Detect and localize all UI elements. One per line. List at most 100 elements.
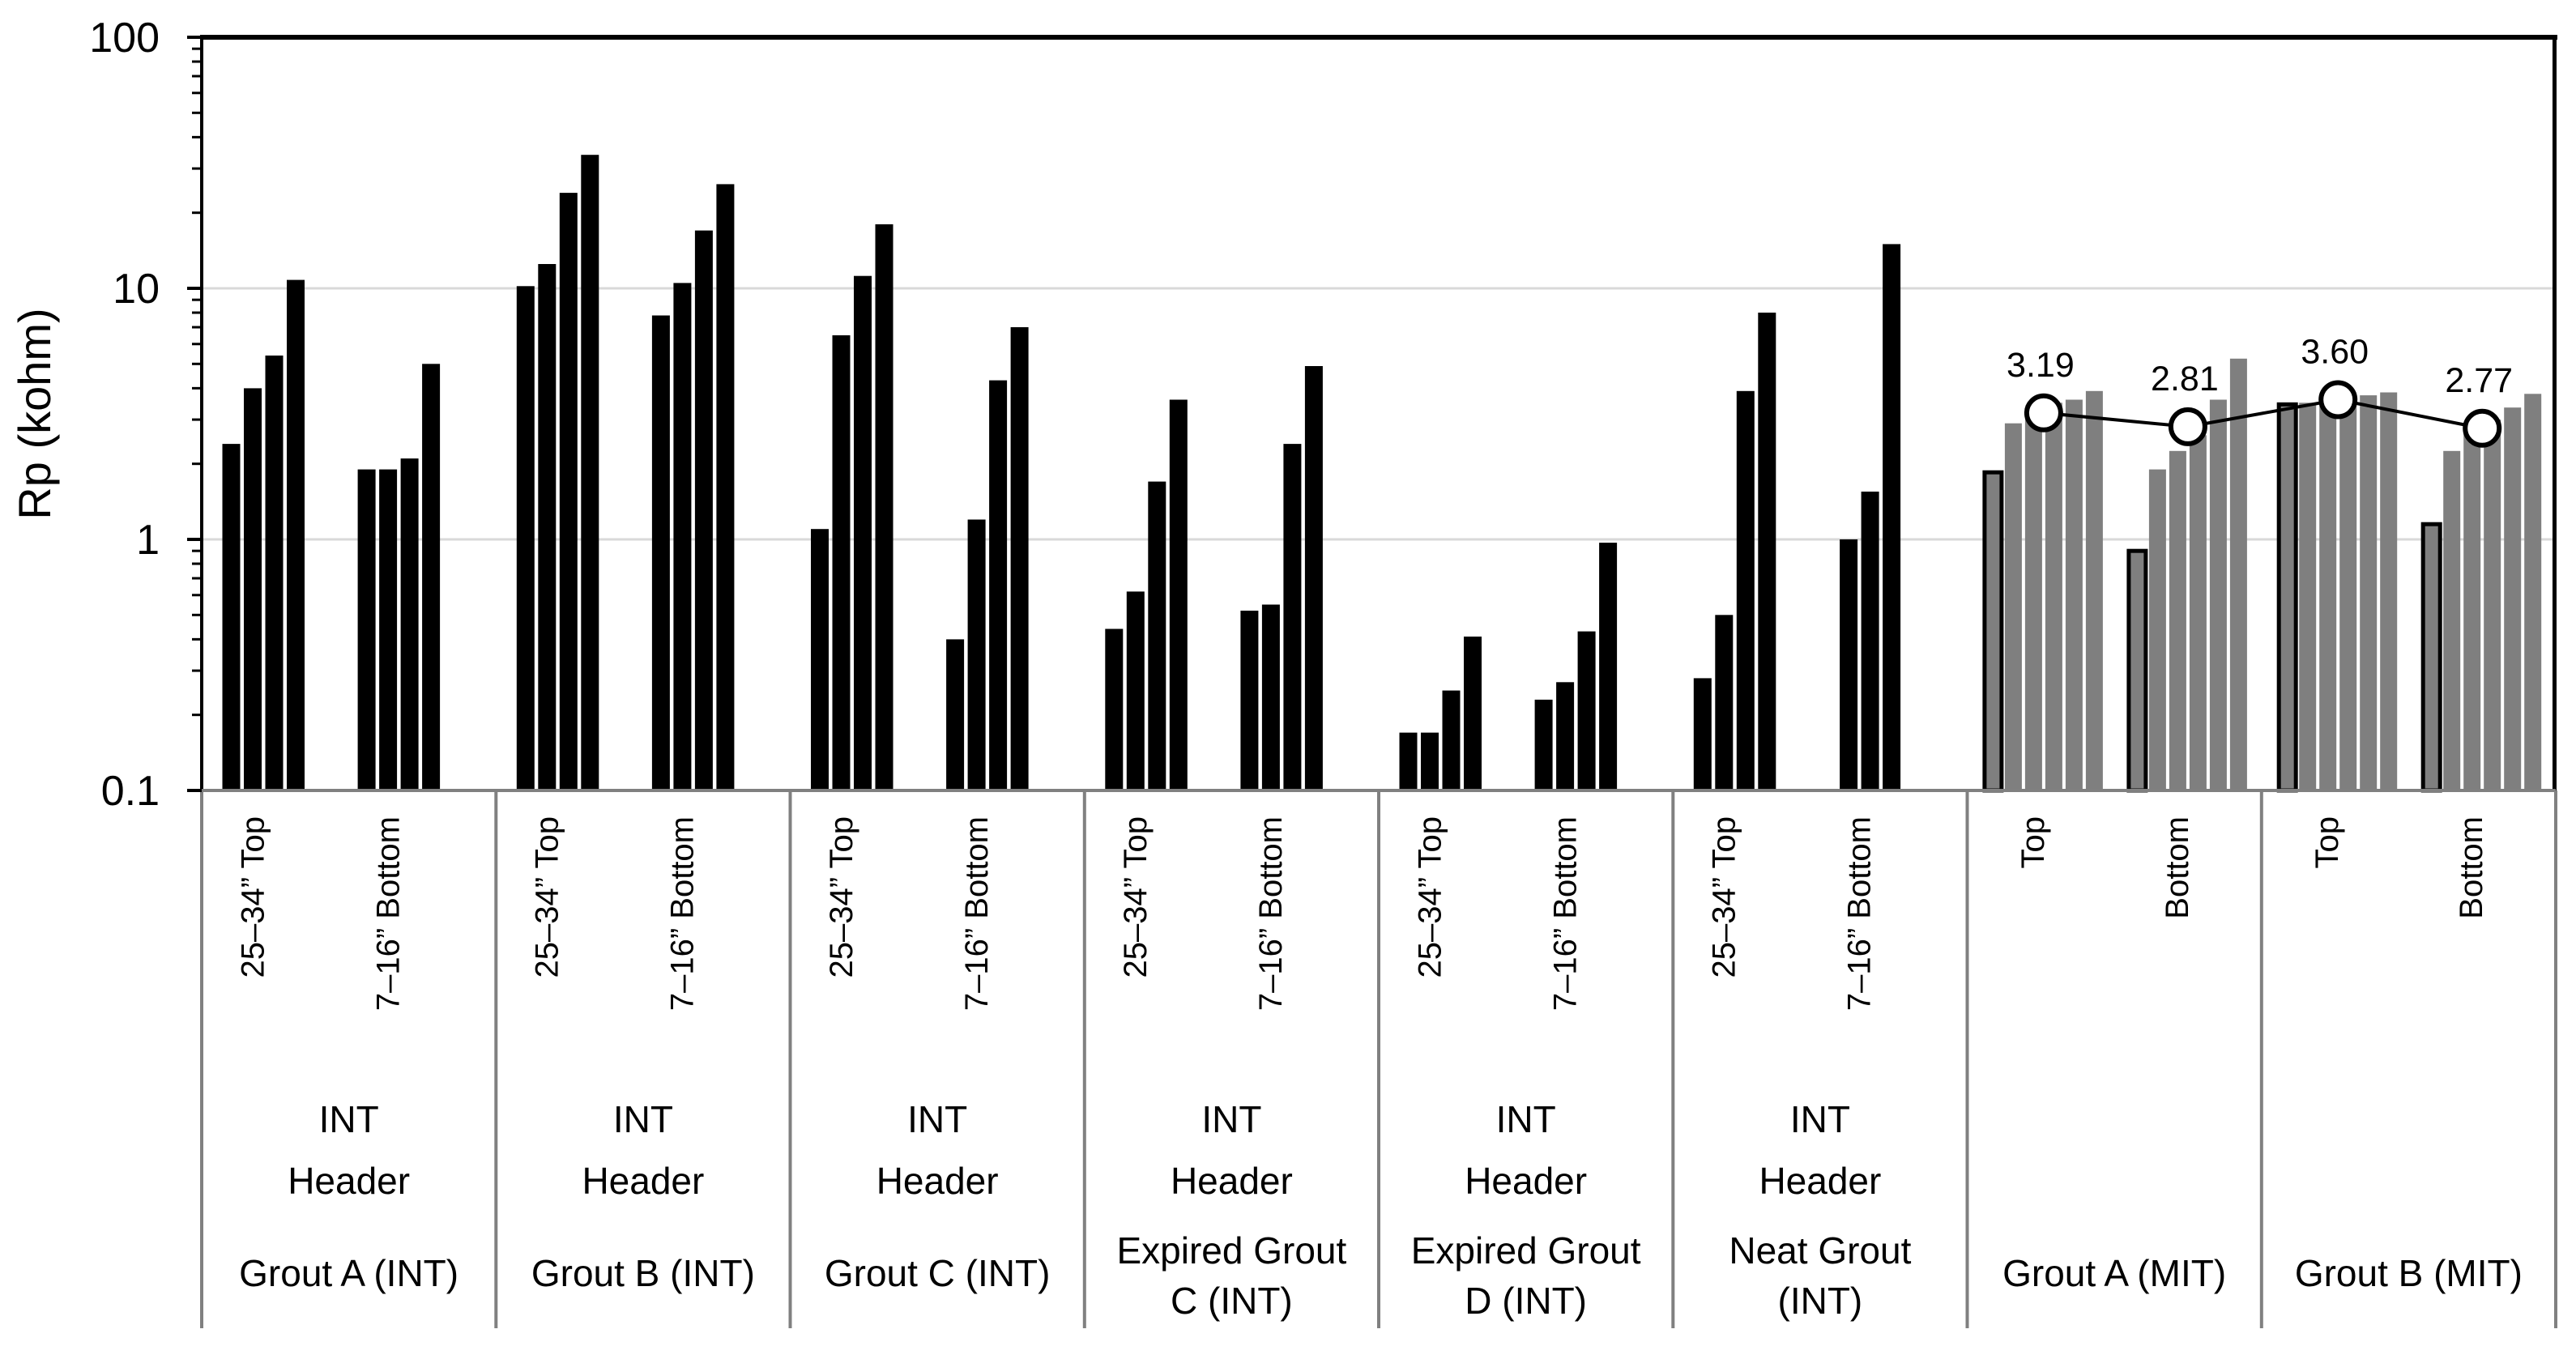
group-name-Grout B (INT): Grout B (INT) bbox=[531, 1252, 755, 1294]
bar-Grout B (MIT)-Bottom-6 bbox=[2524, 394, 2542, 790]
bar-Grout C (INT)-25–34” Top-3 bbox=[854, 275, 872, 790]
bar-Grout A (MIT)-Bottom-1 bbox=[2126, 548, 2148, 793]
bar-Neat Grout (INT)-7–16” Bottom-1 bbox=[1840, 539, 1858, 790]
y-minor-tick bbox=[192, 60, 202, 63]
subgroup-label-Grout B (INT)-25–34” Top: 25–34” Top bbox=[530, 816, 565, 978]
bar-Grout C (INT)-25–34” Top-2 bbox=[832, 335, 851, 790]
plot-top-border bbox=[200, 35, 2557, 40]
bar-Expired Grout D (INT)-7–16” Bottom-3 bbox=[1577, 631, 1596, 790]
average-data-label-3.60: 3.60 bbox=[2301, 333, 2369, 372]
plot-right-border bbox=[2553, 35, 2557, 790]
group-separator-2 bbox=[788, 790, 792, 1328]
subgroup-label-Expired Grout D (INT)-25–34” Top: 25–34” Top bbox=[1412, 816, 1448, 978]
group-name-Grout C (INT): Grout C (INT) bbox=[825, 1252, 1051, 1294]
bar-Neat Grout (INT)-25–34” Top-3 bbox=[1736, 390, 1755, 790]
bar-Expired Grout D (INT)-25–34” Top-2 bbox=[1421, 732, 1439, 790]
y-major-tick-1 bbox=[187, 538, 202, 541]
bar-Grout C (INT)-25–34” Top-1 bbox=[811, 529, 829, 790]
bar-Grout B (MIT)-Top-6 bbox=[2380, 392, 2398, 790]
bar-Grout B (INT)-25–34” Top-2 bbox=[538, 264, 557, 790]
bar-Grout A (INT)-7–16” Bottom-2 bbox=[379, 469, 398, 790]
y-minor-tick bbox=[192, 386, 202, 390]
y-minor-tick bbox=[192, 714, 202, 717]
bar-Grout A (MIT)-Bottom-3 bbox=[2169, 450, 2186, 790]
bar-Grout C (INT)-7–16” Bottom-2 bbox=[967, 519, 986, 790]
subgroup-label-Grout B (MIT)-Top: Top bbox=[2309, 816, 2345, 869]
header-line1-Expired Grout C (INT): INT bbox=[1201, 1098, 1261, 1140]
bar-Grout A (MIT)-Bottom-5 bbox=[2209, 399, 2227, 790]
header-line1-Expired Grout D (INT): INT bbox=[1496, 1098, 1556, 1140]
header-line1-Neat Grout (INT): INT bbox=[1790, 1098, 1850, 1140]
y-axis-title: Rp (kohm) bbox=[9, 308, 60, 519]
group-name-line2-Expired Grout C (INT): C (INT) bbox=[1171, 1280, 1293, 1322]
subgroup-label-Neat Grout (INT)-7–16” Bottom: 7–16” Bottom bbox=[1842, 816, 1878, 1011]
average-marker-2.77 bbox=[2463, 408, 2502, 448]
bar-Expired Grout D (INT)-25–34” Top-1 bbox=[1399, 732, 1418, 790]
y-minor-tick bbox=[192, 613, 202, 616]
bar-Expired Grout D (INT)-7–16” Bottom-1 bbox=[1534, 699, 1553, 790]
group-separator-1 bbox=[494, 790, 498, 1328]
y-minor-tick bbox=[192, 92, 202, 95]
header-line2-Grout C (INT): Header bbox=[876, 1160, 999, 1202]
y-tick-label-10: 10 bbox=[113, 266, 160, 313]
bar-Expired Grout C (INT)-25–34” Top-3 bbox=[1148, 481, 1166, 790]
header-line2-Grout B (INT): Header bbox=[582, 1160, 704, 1202]
bar-Expired Grout D (INT)-25–34” Top-4 bbox=[1464, 637, 1482, 790]
bar-Grout B (MIT)-Bottom-4 bbox=[2484, 420, 2501, 790]
group-separator-3 bbox=[1082, 790, 1086, 1328]
bar-Grout A (MIT)-Top-5 bbox=[2065, 399, 2083, 790]
bar-Expired Grout C (INT)-25–34” Top-2 bbox=[1126, 591, 1145, 790]
header-line1-Grout C (INT): INT bbox=[907, 1098, 967, 1140]
bar-Grout A (MIT)-Top-2 bbox=[2004, 423, 2022, 790]
y-minor-tick bbox=[192, 298, 202, 301]
subgroup-label-Neat Grout (INT)-25–34” Top: 25–34” Top bbox=[1707, 816, 1742, 978]
average-marker-3.60 bbox=[2318, 380, 2358, 420]
y-minor-tick bbox=[192, 343, 202, 346]
average-marker-3.19 bbox=[2024, 393, 2063, 432]
subgroup-label-Grout C (INT)-7–16” Bottom: 7–16” Bottom bbox=[959, 816, 995, 1011]
bar-Grout A (INT)-25–34” Top-1 bbox=[222, 444, 241, 790]
bar-Grout B (MIT)-Top-1 bbox=[2276, 402, 2298, 793]
bar-Expired Grout C (INT)-7–16” Bottom-2 bbox=[1261, 604, 1280, 790]
average-data-label-2.77: 2.77 bbox=[2445, 361, 2513, 400]
group-name-line2-Expired Grout D (INT): D (INT) bbox=[1465, 1280, 1587, 1322]
bar-Grout A (INT)-7–16” Bottom-4 bbox=[422, 364, 441, 790]
average-data-label-2.81: 2.81 bbox=[2151, 360, 2219, 398]
bar-Grout B (INT)-7–16” Bottom-1 bbox=[651, 315, 670, 790]
bar-Grout B (MIT)-Bottom-3 bbox=[2463, 432, 2481, 790]
group-separator-0 bbox=[200, 790, 203, 1328]
subgroup-label-Expired Grout C (INT)-25–34” Top: 25–34” Top bbox=[1118, 816, 1154, 978]
subgroup-label-Grout A (MIT)-Bottom: Bottom bbox=[2160, 816, 2195, 919]
bar-Grout B (MIT)-Bottom-1 bbox=[2420, 522, 2442, 793]
bar-Neat Grout (INT)-25–34” Top-1 bbox=[1693, 678, 1712, 790]
bar-Grout A (MIT)-Top-1 bbox=[1982, 470, 2004, 793]
group-name-Grout A (MIT): Grout A (MIT) bbox=[2002, 1252, 2226, 1294]
y-minor-tick bbox=[192, 594, 202, 597]
group-separator-8 bbox=[2554, 790, 2557, 1328]
subgroup-label-Grout B (MIT)-Bottom: Bottom bbox=[2454, 816, 2489, 919]
bar-Grout B (MIT)-Top-4 bbox=[2339, 399, 2357, 790]
subgroup-label-Grout A (INT)-7–16” Bottom: 7–16” Bottom bbox=[370, 816, 406, 1011]
y-minor-tick bbox=[192, 637, 202, 641]
y-axis-line bbox=[200, 35, 203, 792]
y-minor-tick bbox=[192, 167, 202, 170]
bar-Grout C (INT)-7–16” Bottom-3 bbox=[989, 380, 1008, 790]
y-minor-tick bbox=[192, 669, 202, 672]
subgroup-label-Grout C (INT)-25–34” Top: 25–34” Top bbox=[824, 816, 859, 978]
group-name-line1-Neat Grout (INT): Neat Grout bbox=[1729, 1229, 1911, 1272]
bar-Grout B (INT)-7–16” Bottom-2 bbox=[673, 283, 692, 790]
header-line2-Grout A (INT): Header bbox=[288, 1160, 410, 1202]
bar-Grout A (MIT)-Bottom-2 bbox=[2148, 469, 2166, 790]
bar-Neat Grout (INT)-25–34” Top-4 bbox=[1758, 313, 1776, 790]
group-separator-4 bbox=[1377, 790, 1380, 1328]
bar-Expired Grout C (INT)-25–34” Top-1 bbox=[1105, 628, 1124, 790]
y-minor-tick bbox=[192, 135, 202, 138]
bar-Grout A (MIT)-Top-4 bbox=[2045, 403, 2062, 790]
bar-Grout B (MIT)-Bottom-5 bbox=[2504, 407, 2522, 790]
bar-Grout C (INT)-7–16” Bottom-4 bbox=[1010, 327, 1029, 790]
bar-Grout A (INT)-25–34” Top-2 bbox=[244, 388, 262, 790]
y-minor-tick bbox=[192, 326, 202, 329]
y-tick-label-100: 100 bbox=[89, 15, 160, 62]
bar-Neat Grout (INT)-7–16” Bottom-3 bbox=[1883, 244, 1901, 790]
